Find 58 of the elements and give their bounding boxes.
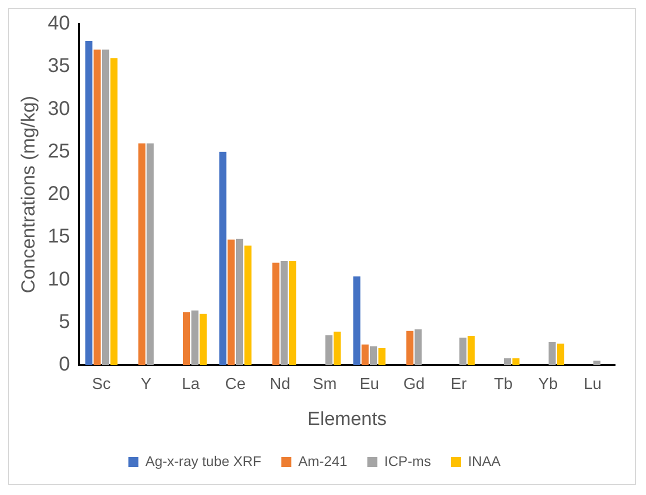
bar bbox=[219, 152, 226, 365]
bar bbox=[280, 260, 288, 365]
legend-label: Ag-x-ray tube XRF bbox=[145, 452, 262, 469]
bar bbox=[94, 50, 101, 365]
x-tick-label: Tb bbox=[494, 376, 513, 394]
bar bbox=[289, 260, 296, 365]
bar bbox=[406, 330, 414, 365]
bar bbox=[138, 143, 146, 365]
bar bbox=[334, 332, 341, 365]
y-tick-label: 15 bbox=[48, 226, 70, 248]
bar bbox=[272, 262, 280, 365]
y-tick-label: 10 bbox=[48, 268, 70, 290]
bar bbox=[200, 314, 207, 365]
x-tick-label: Eu bbox=[360, 376, 380, 394]
bar bbox=[468, 336, 475, 365]
bar bbox=[182, 312, 190, 365]
y-axis-title: Concentrations (mg/kg) bbox=[18, 96, 40, 294]
y-tick-label: 25 bbox=[48, 140, 70, 162]
bar bbox=[228, 240, 235, 365]
bar bbox=[378, 348, 386, 365]
bar bbox=[244, 246, 252, 365]
x-tick-label: Y bbox=[140, 376, 152, 394]
y-tick-label: 5 bbox=[58, 310, 70, 333]
bar bbox=[325, 335, 332, 365]
bar bbox=[102, 50, 110, 365]
bar bbox=[459, 338, 466, 365]
x-tick-label: Yb bbox=[538, 376, 558, 394]
bar bbox=[362, 344, 369, 365]
x-tick-label: Lu bbox=[584, 376, 602, 394]
x-tick-label: Sc bbox=[92, 376, 111, 394]
x-tick-label: Ce bbox=[225, 376, 246, 394]
bar bbox=[557, 344, 564, 365]
x-tick-label: La bbox=[182, 376, 200, 394]
x-axis-title: Elements bbox=[307, 408, 387, 430]
bar bbox=[370, 346, 378, 365]
bar bbox=[548, 342, 556, 365]
legend-label: INAA bbox=[468, 452, 502, 469]
y-tick-label: 20 bbox=[48, 183, 70, 206]
y-tick-label: 35 bbox=[48, 55, 70, 78]
bar bbox=[414, 329, 422, 365]
bar bbox=[512, 358, 520, 365]
x-tick-label: Nd bbox=[270, 376, 290, 394]
bar bbox=[593, 360, 600, 365]
x-tick-label: Sm bbox=[312, 376, 337, 394]
bar bbox=[236, 238, 244, 365]
bar bbox=[85, 41, 92, 365]
bar bbox=[110, 58, 118, 365]
legend-label: Am-241 bbox=[298, 452, 348, 469]
y-tick-label: 40 bbox=[48, 12, 70, 35]
bar bbox=[146, 143, 154, 365]
legend-label: ICP-ms bbox=[384, 452, 431, 469]
bar bbox=[191, 310, 198, 365]
y-tick-label: 0 bbox=[58, 354, 70, 376]
x-tick-label: Gd bbox=[403, 376, 425, 394]
bar bbox=[504, 358, 512, 365]
x-tick-label: Er bbox=[450, 376, 468, 394]
y-tick-label: 30 bbox=[48, 98, 70, 120]
bar bbox=[353, 276, 360, 365]
